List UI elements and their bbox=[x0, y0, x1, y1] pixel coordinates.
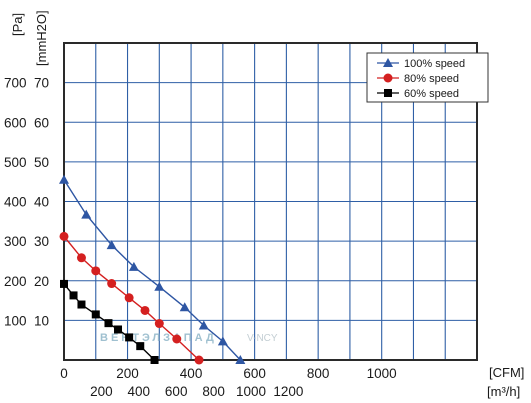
x-tick-label-cfm: 1000 bbox=[367, 366, 397, 381]
watermark-suffix: V-NCY bbox=[247, 333, 278, 344]
data-point bbox=[77, 300, 86, 309]
y-tick-label-mmh2o: 20 bbox=[34, 274, 49, 289]
data-point bbox=[69, 291, 78, 300]
data-point bbox=[76, 253, 86, 263]
data-point bbox=[106, 240, 117, 250]
data-point bbox=[194, 355, 204, 365]
legend-label: 60% speed bbox=[404, 88, 459, 100]
y-axis-label-pa: [Pa] bbox=[10, 13, 25, 36]
x-tick-label-m3h: 400 bbox=[128, 384, 151, 399]
x-tick-label-m3h: 600 bbox=[165, 384, 188, 399]
legend-label: 80% speed bbox=[404, 73, 459, 85]
data-point bbox=[150, 356, 159, 364]
data-point bbox=[60, 279, 68, 288]
x-tick-label-cfm: 800 bbox=[307, 366, 330, 381]
y-tick-label-pa: 600 bbox=[4, 115, 27, 130]
x-tick-label-m3h: 800 bbox=[202, 384, 225, 399]
data-point bbox=[154, 281, 165, 291]
legend-marker bbox=[383, 73, 393, 83]
x-axis-label-m3h: [m³/h] bbox=[487, 384, 520, 399]
legend-marker bbox=[383, 58, 393, 67]
legend: 100% speed 80% speed 60% speed bbox=[366, 52, 489, 103]
x-tick-label-cfm: 0 bbox=[60, 366, 68, 381]
data-point bbox=[128, 261, 139, 271]
series-2 bbox=[59, 231, 204, 365]
data-point bbox=[114, 325, 123, 334]
data-point bbox=[140, 305, 150, 315]
data-point bbox=[172, 334, 182, 344]
data-point bbox=[91, 310, 100, 319]
x-tick-label-m3h: 1200 bbox=[273, 384, 303, 399]
data-point bbox=[235, 355, 246, 364]
x-tick-label-cfm: 600 bbox=[243, 366, 266, 381]
legend-label: 100% speed bbox=[404, 58, 465, 70]
y-tick-label-mmh2o: 70 bbox=[34, 76, 49, 91]
y-tick-label-pa: 400 bbox=[4, 195, 27, 210]
data-point bbox=[124, 293, 134, 303]
y-tick-label-pa: 300 bbox=[4, 234, 27, 249]
data-point bbox=[59, 231, 69, 241]
x-tick-label-m3h: 1000 bbox=[236, 384, 266, 399]
data-point bbox=[107, 279, 117, 289]
data-point bbox=[179, 302, 190, 312]
data-point bbox=[125, 333, 134, 342]
series-layer bbox=[59, 174, 246, 365]
y-tick-label-mmh2o: 60 bbox=[34, 115, 49, 130]
watermark-brand: ВЕНТЭЛЗАПАД bbox=[100, 332, 217, 344]
y-axis-label-mmh2o: [mmH2O] bbox=[34, 10, 49, 66]
legend-marker bbox=[384, 89, 392, 97]
y-tick-label-mmh2o: 40 bbox=[34, 195, 49, 210]
data-point bbox=[198, 320, 209, 330]
y-tick-label-pa: 200 bbox=[4, 274, 27, 289]
data-point bbox=[81, 209, 92, 219]
data-point bbox=[217, 336, 228, 346]
plot-frame bbox=[63, 42, 478, 361]
data-point bbox=[104, 319, 113, 328]
y-tick-label-pa: 500 bbox=[4, 155, 27, 170]
y-tick-label-mmh2o: 30 bbox=[34, 234, 49, 249]
y-tick-label-pa: 700 bbox=[4, 76, 27, 91]
data-point bbox=[59, 174, 69, 184]
series-3 bbox=[60, 279, 159, 364]
x-tick-label-cfm: 400 bbox=[180, 366, 203, 381]
data-point bbox=[91, 266, 101, 276]
data-point bbox=[136, 342, 145, 351]
x-tick-label-cfm: 200 bbox=[116, 366, 139, 381]
y-tick-label-mmh2o: 50 bbox=[34, 155, 49, 170]
y-tick-label-mmh2o: 10 bbox=[34, 313, 49, 328]
x-axis-label-cfm: [CFM] bbox=[489, 365, 524, 380]
data-point bbox=[154, 319, 164, 329]
series-1 bbox=[59, 174, 246, 364]
y-tick-label-pa: 100 bbox=[4, 313, 27, 328]
x-tick-label-m3h: 200 bbox=[90, 384, 113, 399]
